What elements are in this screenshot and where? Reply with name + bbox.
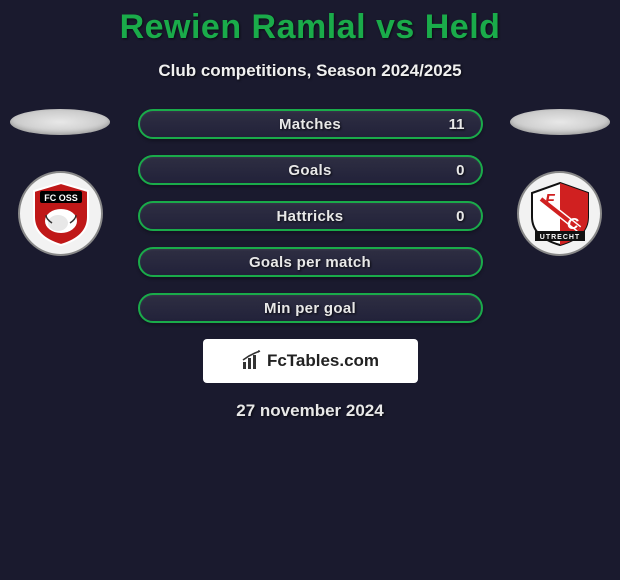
stat-label: Goals bbox=[288, 162, 331, 179]
brand-text: FcTables.com bbox=[267, 351, 379, 371]
stat-value: 11 bbox=[449, 116, 465, 133]
stat-label: Hattricks bbox=[277, 208, 344, 225]
stat-row: Goals per match bbox=[138, 247, 483, 277]
stat-row: Goals 0 bbox=[138, 155, 483, 185]
svg-text:UTRECHT: UTRECHT bbox=[539, 234, 579, 241]
stat-value: 0 bbox=[456, 208, 464, 225]
stat-label: Matches bbox=[279, 116, 341, 133]
page-title: Rewien Ramlal vs Held bbox=[0, 0, 620, 47]
brand-badge: FcTables.com bbox=[203, 339, 418, 383]
fc-utrecht-shield-icon: F C UTRECHT bbox=[525, 179, 595, 249]
avatar-placeholder-right bbox=[510, 109, 610, 135]
stat-row: Matches 11 bbox=[138, 109, 483, 139]
stat-value: 0 bbox=[456, 162, 464, 179]
date-text: 27 november 2024 bbox=[0, 401, 620, 421]
bar-chart-icon bbox=[241, 350, 263, 372]
stat-label: Goals per match bbox=[249, 254, 371, 271]
club-logo-right: F C UTRECHT bbox=[517, 171, 602, 256]
svg-text:F: F bbox=[545, 192, 556, 209]
svg-text:FC OSS: FC OSS bbox=[44, 193, 78, 203]
stat-label: Min per goal bbox=[264, 300, 356, 317]
stat-row: Hattricks 0 bbox=[138, 201, 483, 231]
stat-bars: Matches 11 Goals 0 Hattricks 0 Goals per… bbox=[138, 109, 483, 323]
content-area: FC OSS F C UTRECHT Matches 11 Goals 0 bbox=[0, 109, 620, 421]
club-logo-left: FC OSS bbox=[18, 171, 103, 256]
fc-oss-shield-icon: FC OSS bbox=[26, 179, 96, 249]
page-subtitle: Club competitions, Season 2024/2025 bbox=[0, 61, 620, 81]
avatar-placeholder-left bbox=[10, 109, 110, 135]
stat-row: Min per goal bbox=[138, 293, 483, 323]
svg-text:C: C bbox=[567, 216, 579, 233]
